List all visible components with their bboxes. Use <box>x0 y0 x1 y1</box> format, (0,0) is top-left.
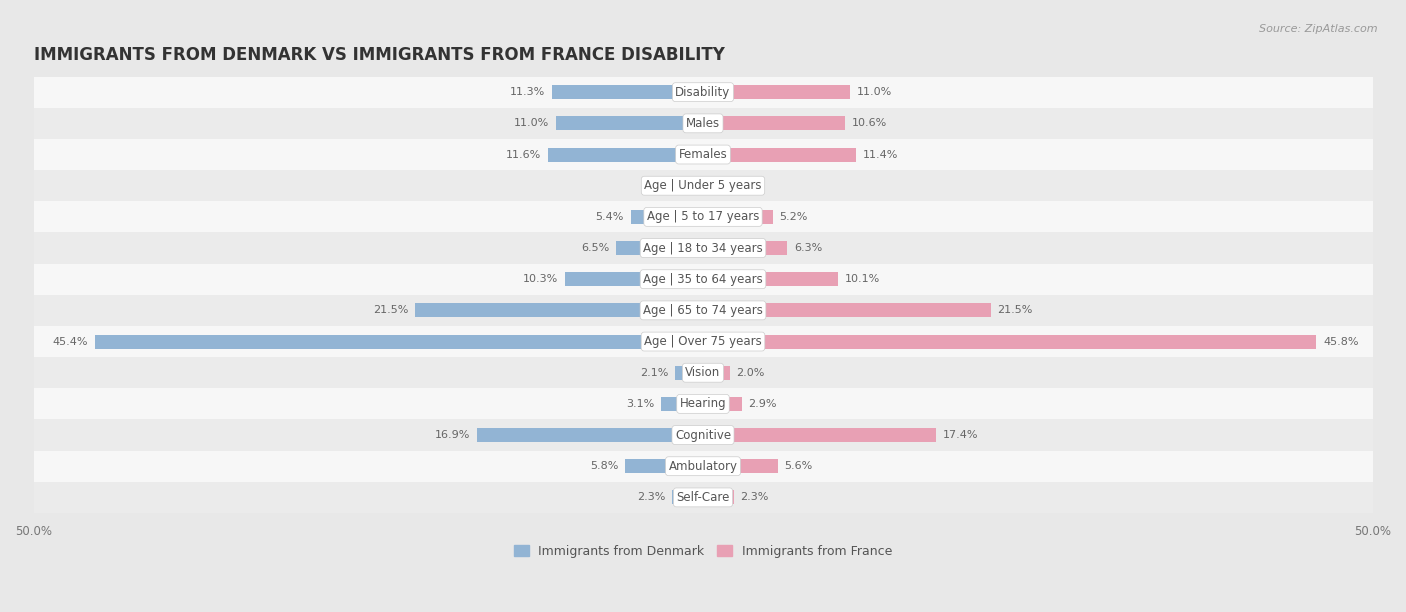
Bar <box>703 335 1316 349</box>
Text: 6.3%: 6.3% <box>794 243 823 253</box>
Text: 11.3%: 11.3% <box>510 87 546 97</box>
Bar <box>34 233 1372 264</box>
Bar <box>703 459 778 473</box>
Bar <box>34 76 1372 108</box>
Text: 21.5%: 21.5% <box>373 305 408 315</box>
Bar <box>631 210 703 224</box>
Bar <box>661 397 703 411</box>
Bar <box>34 326 1372 357</box>
Bar <box>34 295 1372 326</box>
Text: 45.4%: 45.4% <box>53 337 89 346</box>
Bar <box>34 170 1372 201</box>
Text: 45.8%: 45.8% <box>1323 337 1358 346</box>
Bar <box>703 490 734 504</box>
Bar <box>555 116 703 130</box>
Bar <box>672 490 703 504</box>
Bar <box>703 366 730 379</box>
Bar <box>34 419 1372 450</box>
Text: Age | 35 to 64 years: Age | 35 to 64 years <box>643 273 763 286</box>
Bar <box>415 304 703 318</box>
Text: Source: ZipAtlas.com: Source: ZipAtlas.com <box>1260 24 1378 34</box>
Bar <box>34 139 1372 170</box>
Text: 10.3%: 10.3% <box>523 274 558 284</box>
Text: 17.4%: 17.4% <box>942 430 979 440</box>
Bar <box>703 210 773 224</box>
Text: Disability: Disability <box>675 86 731 99</box>
Text: 11.4%: 11.4% <box>862 149 897 160</box>
Bar <box>34 357 1372 388</box>
Legend: Immigrants from Denmark, Immigrants from France: Immigrants from Denmark, Immigrants from… <box>509 540 897 563</box>
Text: 11.0%: 11.0% <box>858 87 893 97</box>
Text: 5.8%: 5.8% <box>591 461 619 471</box>
Text: 2.0%: 2.0% <box>737 368 765 378</box>
Bar <box>626 459 703 473</box>
Text: Cognitive: Cognitive <box>675 428 731 442</box>
Text: 11.0%: 11.0% <box>513 118 548 129</box>
Text: Vision: Vision <box>685 366 721 379</box>
Bar <box>477 428 703 442</box>
Bar <box>34 264 1372 295</box>
Text: Age | Over 75 years: Age | Over 75 years <box>644 335 762 348</box>
Bar <box>703 179 718 193</box>
Text: 3.1%: 3.1% <box>627 399 655 409</box>
Text: 5.2%: 5.2% <box>779 212 807 222</box>
Bar <box>34 450 1372 482</box>
Bar <box>551 85 703 99</box>
Text: Hearing: Hearing <box>679 397 727 411</box>
Text: IMMIGRANTS FROM DENMARK VS IMMIGRANTS FROM FRANCE DISABILITY: IMMIGRANTS FROM DENMARK VS IMMIGRANTS FR… <box>34 46 724 64</box>
Bar <box>616 241 703 255</box>
Text: 2.9%: 2.9% <box>748 399 778 409</box>
Bar <box>703 304 991 318</box>
Text: 6.5%: 6.5% <box>581 243 609 253</box>
Text: 2.1%: 2.1% <box>640 368 668 378</box>
Bar <box>703 116 845 130</box>
Bar <box>703 241 787 255</box>
Text: 2.3%: 2.3% <box>741 493 769 502</box>
Text: Age | 5 to 17 years: Age | 5 to 17 years <box>647 211 759 223</box>
Text: Ambulatory: Ambulatory <box>668 460 738 472</box>
Text: 21.5%: 21.5% <box>998 305 1033 315</box>
Bar <box>34 201 1372 233</box>
Bar <box>703 147 856 162</box>
Text: 1.1%: 1.1% <box>654 181 682 191</box>
Bar <box>689 179 703 193</box>
Bar <box>96 335 703 349</box>
Bar <box>548 147 703 162</box>
Text: Females: Females <box>679 148 727 161</box>
Text: Males: Males <box>686 117 720 130</box>
Text: 16.9%: 16.9% <box>434 430 470 440</box>
Text: 1.2%: 1.2% <box>725 181 754 191</box>
Bar <box>703 272 838 286</box>
Bar <box>34 108 1372 139</box>
Text: Self-Care: Self-Care <box>676 491 730 504</box>
Bar <box>703 397 742 411</box>
Bar <box>565 272 703 286</box>
Bar <box>675 366 703 379</box>
Bar <box>703 428 936 442</box>
Bar <box>34 388 1372 419</box>
Bar <box>703 85 851 99</box>
Text: 11.6%: 11.6% <box>506 149 541 160</box>
Text: 5.6%: 5.6% <box>785 461 813 471</box>
Text: Age | 18 to 34 years: Age | 18 to 34 years <box>643 242 763 255</box>
Text: Age | Under 5 years: Age | Under 5 years <box>644 179 762 192</box>
Text: 10.1%: 10.1% <box>845 274 880 284</box>
Bar <box>34 482 1372 513</box>
Text: 2.3%: 2.3% <box>637 493 665 502</box>
Text: 5.4%: 5.4% <box>596 212 624 222</box>
Text: Age | 65 to 74 years: Age | 65 to 74 years <box>643 304 763 317</box>
Text: 10.6%: 10.6% <box>852 118 887 129</box>
